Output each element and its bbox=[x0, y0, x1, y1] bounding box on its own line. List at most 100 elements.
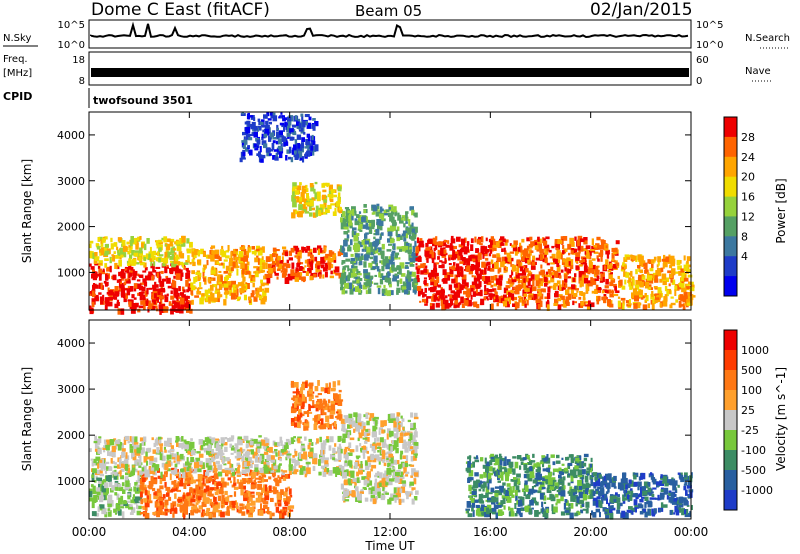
power-cell bbox=[640, 275, 646, 280]
power-colorbar-tick-label: 20 bbox=[741, 171, 755, 184]
power-cell bbox=[584, 275, 589, 278]
power-cell bbox=[442, 300, 445, 306]
power-cell bbox=[421, 244, 425, 248]
velocity-cell bbox=[137, 496, 143, 501]
power-cell bbox=[670, 258, 676, 265]
power-cell bbox=[476, 239, 481, 245]
velocity-cell bbox=[330, 400, 335, 407]
power-cell bbox=[431, 277, 434, 281]
power-cell bbox=[389, 290, 394, 296]
power-cell bbox=[313, 188, 316, 194]
power-cell bbox=[218, 256, 222, 261]
power-cell bbox=[234, 284, 239, 288]
power-cell bbox=[489, 293, 493, 300]
velocity-cell bbox=[374, 454, 377, 458]
power-cell bbox=[486, 261, 491, 266]
power-cell bbox=[276, 127, 279, 131]
velocity-cell bbox=[179, 504, 185, 512]
power-cell bbox=[340, 272, 346, 279]
velocity-cell bbox=[395, 447, 399, 454]
velocity-cell bbox=[294, 422, 299, 428]
power-cell bbox=[334, 207, 337, 214]
power-cell bbox=[127, 250, 131, 255]
power-cell bbox=[141, 242, 144, 249]
velocity-cell bbox=[261, 497, 264, 503]
power-cell bbox=[261, 125, 266, 128]
velocity-cell bbox=[344, 454, 349, 460]
velocity-cell bbox=[354, 422, 360, 426]
power-cell bbox=[330, 189, 336, 193]
power-cell bbox=[468, 268, 473, 275]
velocity-cell bbox=[348, 482, 353, 486]
power-cell bbox=[680, 268, 685, 273]
velocity-cell bbox=[286, 496, 291, 502]
velocity-cell bbox=[134, 491, 140, 494]
velocity-cell bbox=[185, 493, 188, 500]
power-cell bbox=[411, 232, 415, 236]
power-cell bbox=[99, 296, 104, 302]
power-cell bbox=[366, 250, 371, 256]
power-y-tick-label: 3000 bbox=[57, 175, 85, 188]
power-cell bbox=[328, 257, 334, 263]
power-cell bbox=[178, 251, 183, 258]
power-cell bbox=[148, 287, 153, 290]
power-cell bbox=[112, 254, 116, 262]
velocity-cell bbox=[297, 392, 300, 398]
velocity-cell bbox=[385, 444, 390, 448]
power-cell bbox=[217, 291, 221, 299]
power-cell bbox=[684, 303, 687, 306]
power-cell bbox=[503, 261, 506, 264]
power-cell bbox=[599, 280, 604, 283]
power-cell bbox=[531, 286, 537, 292]
velocity-cell bbox=[412, 449, 415, 454]
power-cell bbox=[548, 280, 551, 284]
power-cell bbox=[308, 116, 312, 121]
velocity-cell bbox=[156, 511, 160, 518]
nave-tick-bottom: 0 bbox=[696, 76, 702, 87]
velocity-cell bbox=[189, 476, 194, 480]
power-cell bbox=[268, 135, 272, 142]
power-cell bbox=[404, 245, 408, 250]
power-cell bbox=[375, 211, 381, 217]
velocity-cell bbox=[113, 438, 117, 442]
power-cell bbox=[247, 120, 251, 128]
power-cell bbox=[223, 283, 229, 288]
power-cell bbox=[634, 295, 639, 302]
power-cell bbox=[362, 284, 368, 290]
velocity-cell bbox=[402, 463, 405, 469]
power-cell bbox=[202, 267, 206, 273]
velocity-cell bbox=[170, 488, 175, 492]
power-cell bbox=[202, 251, 206, 257]
power-cell bbox=[417, 278, 420, 283]
power-cell bbox=[423, 268, 428, 273]
power-cell bbox=[218, 270, 222, 273]
power-cell bbox=[561, 280, 565, 287]
power-cell bbox=[517, 284, 523, 289]
power-cell bbox=[94, 256, 100, 262]
velocity-cell bbox=[161, 474, 166, 480]
power-cell bbox=[132, 304, 137, 310]
power-cell bbox=[516, 259, 521, 265]
power-cell bbox=[623, 265, 627, 269]
power-cell bbox=[211, 266, 214, 271]
power-cell bbox=[449, 266, 454, 270]
power-cell bbox=[578, 296, 582, 300]
power-cell bbox=[366, 279, 372, 287]
power-cell bbox=[209, 284, 214, 291]
power-cell bbox=[243, 294, 247, 301]
velocity-cell bbox=[136, 447, 142, 454]
power-cell bbox=[294, 150, 297, 155]
power-cell bbox=[528, 249, 532, 256]
power-cell bbox=[610, 290, 615, 293]
power-cell bbox=[330, 270, 333, 275]
power-cell bbox=[600, 271, 604, 275]
velocity-cell bbox=[338, 443, 342, 450]
power-cell bbox=[550, 266, 554, 272]
power-cell bbox=[570, 248, 575, 251]
power-cell bbox=[592, 278, 597, 285]
velocity-cell bbox=[301, 383, 306, 391]
velocity-cell bbox=[264, 484, 268, 492]
velocity-cell bbox=[152, 487, 156, 492]
power-cell bbox=[364, 233, 368, 239]
power-cell bbox=[543, 253, 547, 258]
